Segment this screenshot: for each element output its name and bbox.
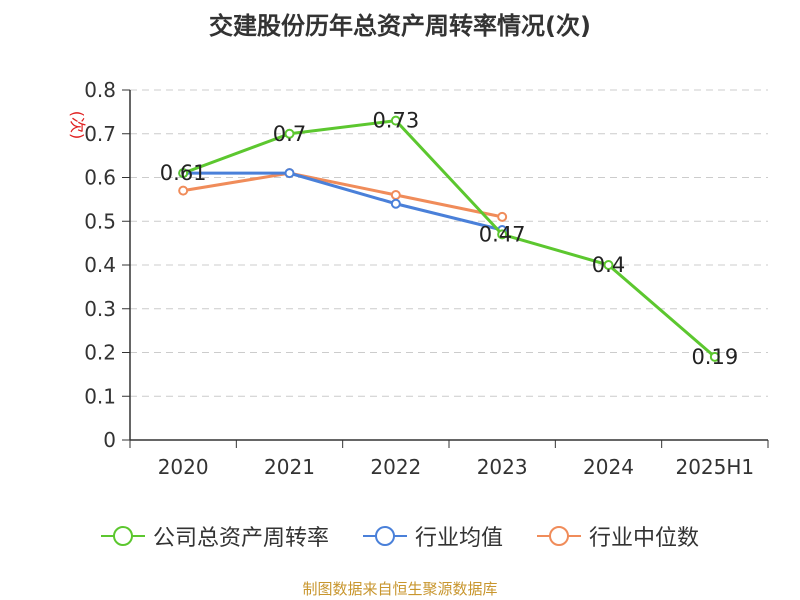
data-point: [390, 190, 401, 200]
data-label: 0.7: [273, 122, 306, 146]
data-point: [603, 260, 614, 270]
x-tick-label: 2020: [158, 455, 209, 479]
data-point: [497, 229, 508, 240]
y-tick-label: 0.6: [84, 166, 116, 190]
legend-item-company[interactable]: 公司总资产周转率: [100, 520, 329, 552]
data-point: [284, 128, 295, 139]
legend-line-icon: [362, 525, 407, 547]
legend-item-industry-mean[interactable]: 行业均值: [362, 520, 503, 552]
data-point: [178, 168, 189, 179]
y-axis-label: (次): [68, 111, 87, 140]
y-tick-label: 0.5: [84, 209, 116, 233]
data-point: [497, 211, 508, 222]
legend-line-icon: [537, 525, 581, 547]
legend-label: 公司总资产周转率: [152, 526, 329, 551]
data-label: 0.73: [372, 109, 419, 133]
y-tick-label: 0.8: [84, 78, 116, 102]
y-tick-label: 0.7: [84, 122, 116, 146]
series-line: [183, 171, 503, 232]
data-label: 0.19: [691, 345, 738, 369]
x-tick-label: 2021: [264, 455, 315, 479]
legend-label: 行业均值: [414, 526, 503, 551]
legend-item-industry-median[interactable]: 行业中位数: [537, 520, 699, 552]
data-label: 0.61: [160, 161, 207, 185]
data-point: [284, 168, 295, 179]
data-label: 0.47: [479, 222, 526, 246]
data-point: [390, 115, 401, 126]
y-tick-label: 0.4: [84, 253, 116, 277]
axes: 0 0.1 0.2 0.3 0.4 0.5 0.6 0.7 0.8 2020 2021 2022 202…: [84, 78, 769, 479]
source-note: 制图数据来自恒生聚源数据库: [302, 580, 498, 598]
data-point: [390, 198, 401, 209]
data-label: 0.4: [592, 253, 625, 277]
chart-title: 交建股份历年总资产周转率情况(次): [209, 12, 591, 40]
series: [178, 115, 720, 362]
y-tick-label: 0.3: [84, 297, 116, 321]
y-tick-label: 0: [103, 428, 116, 452]
y-tick-label: 0.2: [84, 341, 116, 365]
legend-label: 行业中位数: [589, 526, 700, 551]
series-line: [182, 171, 503, 219]
legend-line-icon: [100, 525, 145, 547]
x-tick-label: 2023: [477, 455, 528, 479]
data-point: [709, 351, 720, 362]
x-tick-label: 2022: [370, 455, 421, 479]
x-tick-label: 2024: [583, 455, 634, 479]
legend: 公司总资产周转率 行业均值 行业中位数: [0, 520, 800, 552]
series-line: [182, 119, 716, 359]
gridlines: [130, 89, 768, 397]
data-point: [178, 185, 189, 196]
x-tick-label: 2025H1: [675, 455, 754, 479]
data-labels: 0.61 0.7 0.73 0.47 0.4 0.19: [160, 109, 738, 369]
y-tick-label: 0.1: [84, 384, 116, 408]
